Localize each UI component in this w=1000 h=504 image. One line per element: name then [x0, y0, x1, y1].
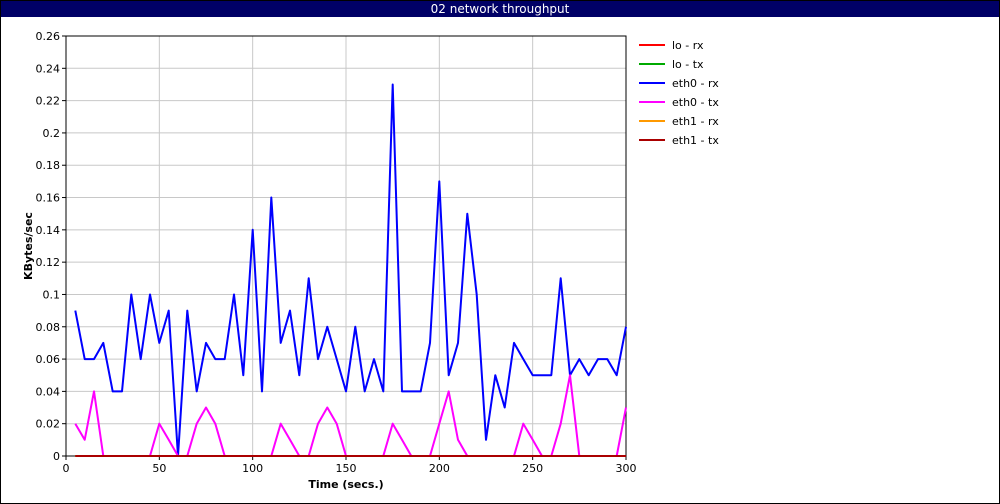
legend: lo - rx lo - tx eth0 - rx eth0 - tx eth1 - r… — [639, 39, 719, 147]
legend-label: eth1 - rx — [672, 115, 719, 128]
series-line-eth0-rx — [74, 83, 627, 457]
x-axis-title: Time (secs.) — [308, 478, 383, 491]
legend-label: eth0 - rx — [672, 77, 719, 90]
y-axis-title: KBytes/sec — [22, 212, 35, 280]
series-lines — [74, 83, 627, 457]
legend-label: lo - tx — [672, 58, 704, 71]
x-tick-label: 250 — [522, 462, 543, 475]
y-tick-label: 0.24 — [36, 62, 61, 75]
y-tick-label: 0.06 — [36, 353, 61, 366]
x-tick-label: 300 — [616, 462, 637, 475]
y-tick-label: 0.16 — [36, 192, 61, 205]
x-tick-label: 100 — [242, 462, 263, 475]
network-throughput-chart: 0 50 100 150 200 250 300 00.020.040.060.080.10… — [22, 30, 719, 491]
grid — [66, 36, 626, 456]
y-tick-label: 0.18 — [36, 159, 61, 172]
x-tick-label: 50 — [152, 462, 166, 475]
legend-label: lo - rx — [672, 39, 704, 52]
x-axis: 0 50 100 150 200 250 300 — [63, 456, 637, 475]
x-tick-label: 0 — [63, 462, 70, 475]
window-title: 02 network throughput — [1, 1, 999, 17]
legend-label: eth1 - tx — [672, 134, 719, 147]
y-tick-label: 0 — [53, 450, 60, 463]
y-tick-label: 0.08 — [36, 321, 61, 334]
y-tick-label: 0.04 — [36, 385, 61, 398]
y-tick-label: 0.02 — [36, 418, 61, 431]
y-tick-label: 0.12 — [36, 256, 61, 269]
series-line-eth0-tx — [74, 374, 627, 457]
x-tick-label: 150 — [336, 462, 357, 475]
legend-label: eth0 - tx — [672, 96, 719, 109]
y-tick-label: 0.14 — [36, 224, 61, 237]
x-tick-label: 200 — [429, 462, 450, 475]
y-tick-label: 0.26 — [36, 30, 61, 43]
y-tick-label: 0.22 — [36, 95, 61, 108]
y-axis: 0 0.02 0.04 0.06 0.08 0.1 0.12 0.14 0.16 0.18 0.2 0… — [36, 30, 66, 463]
y-tick-label: 0.1 — [43, 288, 61, 301]
y-tick-label: 0.2 — [43, 127, 61, 140]
